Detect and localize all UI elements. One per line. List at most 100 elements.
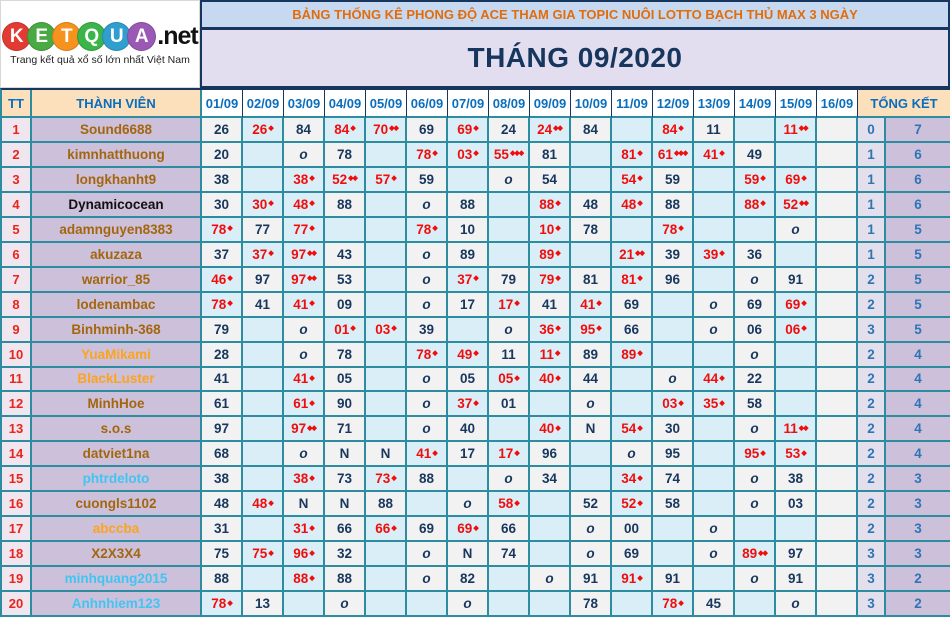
month-band: THÁNG 09/2020 — [202, 30, 948, 86]
row-index: 16 — [2, 492, 32, 518]
score-cell — [776, 142, 817, 168]
member-name: Binhminh-368 — [32, 317, 202, 343]
score-cell: 41 — [530, 292, 571, 318]
score-cell — [817, 267, 858, 293]
score-cell: o — [694, 292, 735, 318]
member-name: lodenambac — [32, 292, 202, 318]
score-cell: 41 ◆ — [284, 367, 325, 393]
member-name: cuongls1102 — [32, 492, 202, 518]
score-cell: 61 ◆ — [284, 392, 325, 418]
col-header-date-09-09: 09/09 — [530, 90, 571, 118]
total-col-1: 2 — [858, 342, 886, 368]
col-header-date-12-09: 12/09 — [653, 90, 694, 118]
score-cell: 38 — [776, 467, 817, 493]
total-col-1: 2 — [858, 517, 886, 543]
total-col-2: 4 — [886, 342, 950, 368]
score-cell: 69 — [407, 118, 448, 143]
score-cell: 58 ◆ — [489, 492, 530, 518]
score-cell: o — [407, 192, 448, 218]
row-index: 2 — [2, 142, 32, 168]
score-cell: N — [366, 442, 407, 468]
score-cell: o — [735, 417, 776, 443]
score-cell — [817, 442, 858, 468]
member-name: Dynamicocean — [32, 192, 202, 218]
score-cell: 88 — [325, 567, 366, 593]
row-index: 4 — [2, 192, 32, 218]
score-cell: 96 ◆ — [284, 542, 325, 568]
total-col-2: 3 — [886, 467, 950, 493]
total-col-2: 6 — [886, 142, 950, 168]
score-cell — [776, 242, 817, 268]
total-col-2: 5 — [886, 267, 950, 293]
score-cell: 37 ◆ — [448, 267, 489, 293]
score-cell: 79 — [489, 267, 530, 293]
total-col-1: 2 — [858, 467, 886, 493]
score-cell — [571, 142, 612, 168]
score-cell: 48 — [202, 492, 243, 518]
score-cell: 28 — [202, 342, 243, 368]
score-cell: 48 ◆ — [612, 192, 653, 218]
score-cell — [448, 467, 489, 493]
row-index: 7 — [2, 267, 32, 293]
score-cell — [366, 542, 407, 568]
score-cell — [407, 592, 448, 617]
score-cell: 43 — [325, 242, 366, 268]
score-cell: 69 — [407, 517, 448, 543]
score-cell: 84 ◆ — [653, 118, 694, 143]
score-cell: 69 ◆ — [776, 292, 817, 318]
score-cell: o — [571, 517, 612, 543]
score-cell: 41 — [202, 367, 243, 393]
score-cell — [243, 367, 284, 393]
score-cell — [612, 118, 653, 143]
row-index: 8 — [2, 292, 32, 318]
total-col-2: 4 — [886, 442, 950, 468]
score-cell: 68 — [202, 442, 243, 468]
score-cell: 26 — [202, 118, 243, 143]
score-cell — [325, 217, 366, 243]
score-cell: 95 ◆ — [735, 442, 776, 468]
score-cell — [694, 567, 735, 593]
col-header-date-14-09: 14/09 — [735, 90, 776, 118]
score-cell: 03 ◆ — [366, 317, 407, 343]
score-cell: 78 ◆ — [202, 292, 243, 318]
col-header-date-07-09: 07/09 — [448, 90, 489, 118]
score-cell: 88 ◆ — [735, 192, 776, 218]
score-cell: 61 ◆◆◆ — [653, 142, 694, 168]
member-name: Anhnhiem123 — [32, 592, 202, 617]
score-cell: o — [694, 517, 735, 543]
score-cell — [776, 392, 817, 418]
score-cell: 84 ◆ — [325, 118, 366, 143]
score-cell: o — [448, 592, 489, 617]
score-cell — [735, 118, 776, 143]
score-cell: 97 ◆◆ — [284, 242, 325, 268]
col-header-date-04-09: 04/09 — [325, 90, 366, 118]
row-index: 19 — [2, 567, 32, 593]
score-cell: 78 — [325, 142, 366, 168]
score-cell: 05 — [448, 367, 489, 393]
score-cell: 96 — [530, 442, 571, 468]
score-cell: 55 ◆◆◆ — [489, 142, 530, 168]
total-col-1: 0 — [858, 118, 886, 143]
score-cell: o — [448, 492, 489, 518]
score-cell: 89 — [448, 242, 489, 268]
total-col-1: 2 — [858, 417, 886, 443]
score-cell: 97 — [243, 267, 284, 293]
score-cell — [776, 517, 817, 543]
month-title: THÁNG 09/2020 — [467, 42, 683, 73]
score-cell: 75 ◆ — [243, 542, 284, 568]
score-cell — [243, 517, 284, 543]
score-cell: 69 ◆ — [448, 517, 489, 543]
score-cell: o — [571, 392, 612, 418]
score-cell — [489, 417, 530, 443]
logo-letter: K — [2, 22, 32, 51]
score-cell: 11 ◆◆ — [776, 118, 817, 143]
row-index: 10 — [2, 342, 32, 368]
score-cell: 69 — [612, 292, 653, 318]
score-cell — [284, 592, 325, 617]
member-name: X2X3X4 — [32, 542, 202, 568]
row-index: 18 — [2, 542, 32, 568]
score-cell — [694, 342, 735, 368]
score-cell: o — [735, 267, 776, 293]
score-cell — [530, 517, 571, 543]
